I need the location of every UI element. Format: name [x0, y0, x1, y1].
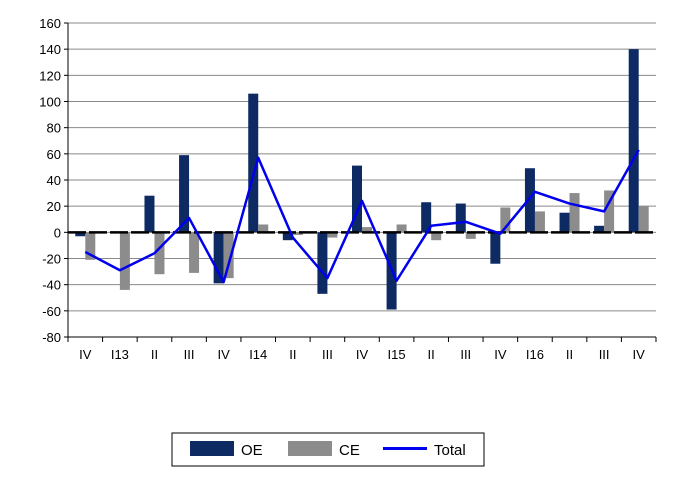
y-tick-label: 40 [47, 173, 61, 188]
x-tick-label: I16 [526, 347, 544, 362]
y-tick-label: 0 [54, 225, 61, 240]
y-tick-label: -80 [42, 330, 61, 345]
x-tick-labels: IV I13 II III IV I14 II III IV I15 II III IV I16 II III… [79, 347, 645, 362]
y-tick-label: 80 [47, 121, 61, 136]
x-tick-label: III [460, 347, 471, 362]
x-tick-label: IV [217, 347, 230, 362]
x-tick-label: II [289, 347, 296, 362]
x-tick-label: III [599, 347, 610, 362]
x-tick-label: IV [356, 347, 369, 362]
y-tick-label: -40 [42, 278, 61, 293]
x-tick-label: IV [633, 347, 646, 362]
legend-label-oe: OE [241, 442, 263, 459]
x-tick-label: III [184, 347, 195, 362]
x-tick-label: I15 [388, 347, 406, 362]
x-tick-label: IV [79, 347, 92, 362]
legend: OE CE Total [172, 433, 484, 466]
bar-ce [189, 232, 199, 273]
y-tick-label: 20 [47, 199, 61, 214]
y-tick-label: 140 [39, 42, 61, 57]
x-tick-label: IV [494, 347, 507, 362]
bar-oe [144, 196, 154, 233]
bar-oe [317, 232, 327, 293]
x-tick-label: I13 [111, 347, 129, 362]
x-tick-label: II [428, 347, 435, 362]
bar-oe [629, 49, 639, 232]
y-tick-label: 160 [39, 16, 61, 31]
x-tick-label: I14 [249, 347, 267, 362]
bar-oe [456, 204, 466, 233]
x-tick-label: II [566, 347, 573, 362]
y-tick-label: 120 [39, 68, 61, 83]
legend-label-total: Total [434, 442, 466, 459]
bar-oe [490, 232, 500, 263]
legend-swatch-ce [288, 441, 332, 456]
legend-label-ce: CE [339, 442, 360, 459]
bar-ce [535, 211, 545, 232]
bar-oe [560, 213, 570, 233]
y-tick-label: -20 [42, 252, 61, 267]
bars [75, 49, 648, 309]
y-tick-label: -60 [42, 304, 61, 319]
bar-ce [639, 206, 649, 232]
y-tick-label: 60 [47, 147, 61, 162]
bar-ce [120, 232, 130, 290]
bar-ce [570, 193, 580, 232]
y-tick-label: 100 [39, 95, 61, 110]
chart: -80 -60 -40 -20 0 20 40 60 80 100 120 140 160 IV I13 I… [0, 0, 678, 479]
x-tick-label: III [322, 347, 333, 362]
legend-swatch-oe [190, 441, 234, 456]
x-tick-label: II [151, 347, 158, 362]
y-tick-labels: -80 -60 -40 -20 0 20 40 60 80 100 120 140 160 [39, 16, 61, 345]
bar-oe [214, 232, 224, 283]
